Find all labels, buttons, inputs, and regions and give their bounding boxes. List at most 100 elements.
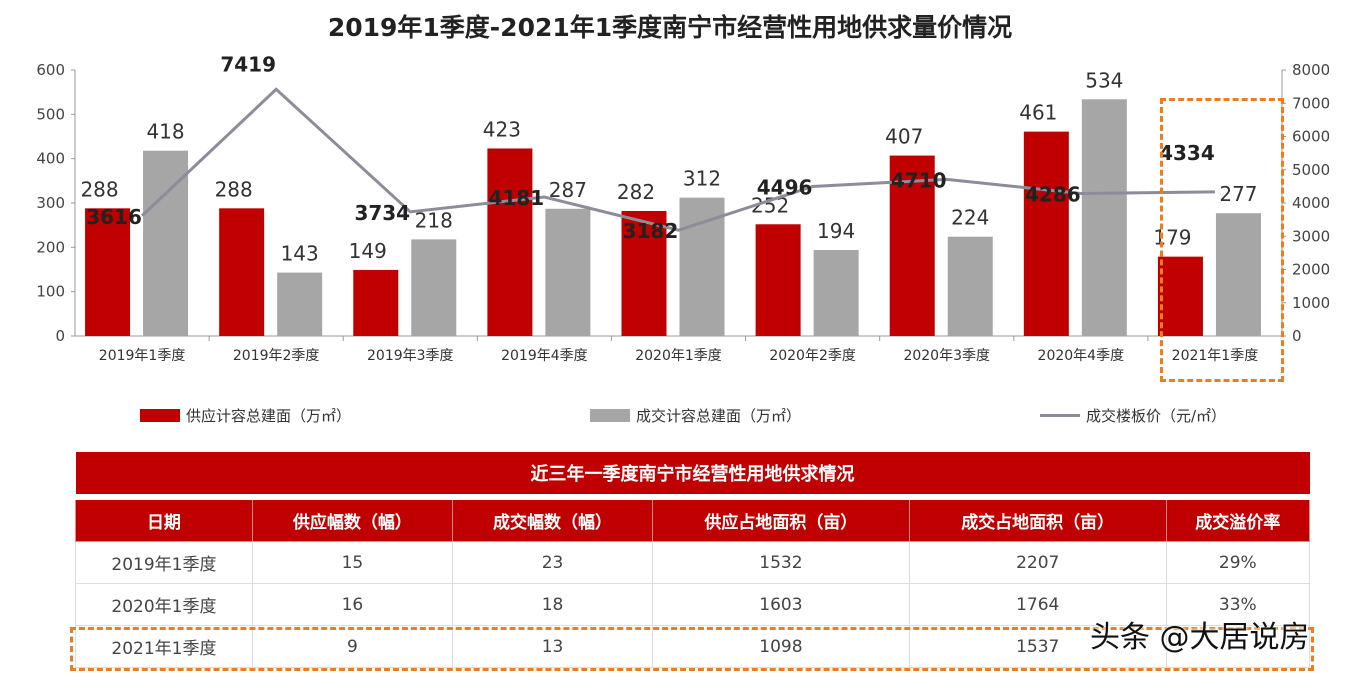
bar-deal xyxy=(1081,99,1127,336)
bar-deal xyxy=(545,208,591,336)
legend-item-price: 成交楼板价（元/㎡） xyxy=(1040,405,1226,426)
bar-data-label: 224 xyxy=(951,206,989,230)
cell: 2019年1季度 xyxy=(75,541,253,584)
cell: 1764 xyxy=(908,583,1167,626)
cell: 18 xyxy=(451,583,654,626)
x-tick-label: 2019年3季度 xyxy=(367,348,454,364)
y-left-tick-label: 100 xyxy=(36,283,65,301)
cell: 2021年1季度 xyxy=(75,625,253,668)
bar-data-label: 277 xyxy=(1219,182,1257,206)
col-header: 日期 xyxy=(75,496,253,542)
bar-deal xyxy=(1215,213,1261,336)
watermark: 头条 @大居说房 xyxy=(1090,620,1310,655)
y-left-tick-label: 200 xyxy=(36,238,65,256)
y-right-tick-label: 4000 xyxy=(1292,194,1330,212)
bar-data-label: 423 xyxy=(483,117,521,141)
bar-supply xyxy=(755,224,801,336)
y-right-tick-label: 6000 xyxy=(1292,128,1330,146)
bar-data-label: 312 xyxy=(683,167,721,191)
bar-supply xyxy=(85,208,131,336)
line-data-label: 7419 xyxy=(220,52,276,76)
bar-supply xyxy=(1157,256,1203,336)
cell: 29% xyxy=(1165,541,1311,584)
bar-data-label: 143 xyxy=(281,242,319,266)
x-tick-label: 2019年2季度 xyxy=(233,348,320,364)
bar-supply xyxy=(621,210,667,336)
highlight-box-table xyxy=(70,627,1314,671)
col-header: 成交溢价率 xyxy=(1165,496,1311,542)
bar-deal xyxy=(813,249,859,336)
legend-swatch-price xyxy=(1040,414,1080,417)
col-header: 供应占地面积（亩） xyxy=(652,496,910,542)
table-header-row: 日期 供应幅数（幅） 成交幅数（幅） 供应占地面积（亩） 成交占地面积（亩） 成… xyxy=(75,496,1311,542)
combo-chart: 0100200300400500600010002000300040005000… xyxy=(36,52,1330,364)
bar-deal xyxy=(411,239,457,336)
y-right-tick-label: 2000 xyxy=(1292,261,1330,279)
cell: 2207 xyxy=(908,541,1167,584)
cell xyxy=(1165,625,1311,668)
y-right-tick-label: 7000 xyxy=(1292,94,1330,112)
x-tick-label: 2019年1季度 xyxy=(99,348,186,364)
line-data-label: 4496 xyxy=(757,176,813,200)
col-header: 成交占地面积（亩） xyxy=(908,496,1167,542)
y-right-tick-label: 0 xyxy=(1292,327,1302,345)
col-header: 成交幅数（幅） xyxy=(451,496,654,542)
legend-item-supply: 供应计容总建面（万㎡） xyxy=(140,405,351,426)
bar-supply xyxy=(487,148,533,336)
bar-deal xyxy=(143,150,189,336)
line-data-label: 4286 xyxy=(1025,182,1081,206)
line-data-label: 3616 xyxy=(86,205,142,229)
legend-label: 成交计容总建面（万㎡） xyxy=(636,407,802,425)
cell: 15 xyxy=(251,541,453,584)
cell: 23 xyxy=(451,541,654,584)
legend-swatch-supply xyxy=(140,409,180,422)
cell: 1603 xyxy=(652,583,910,626)
x-tick-label: 2019年4季度 xyxy=(501,348,588,364)
y-left-tick-label: 500 xyxy=(36,105,65,123)
y-right-tick-label: 8000 xyxy=(1292,61,1330,79)
table-row: 2020年1季度 16 18 1603 1764 33% xyxy=(75,583,1311,626)
bar-data-label: 288 xyxy=(215,177,253,201)
table-caption: 近三年一季度南宁市经营性用地供求情况 xyxy=(75,452,1310,500)
y-right-tick-label: 3000 xyxy=(1292,227,1330,245)
bar-data-label: 288 xyxy=(80,177,118,201)
bar-supply xyxy=(889,155,935,336)
cell: 16 xyxy=(251,583,453,626)
bar-data-label: 194 xyxy=(817,219,855,243)
line-data-label: 3182 xyxy=(623,219,679,243)
chart-title: 2019年1季度-2021年1季度南宁市经营性用地供求量价情况 xyxy=(327,13,1013,42)
x-tick-label: 2020年2季度 xyxy=(769,348,856,364)
bar-data-label: 407 xyxy=(885,125,923,149)
x-tick-label: 2020年1季度 xyxy=(635,348,722,364)
line-data-label: 3734 xyxy=(354,201,410,225)
y-right-tick-label: 1000 xyxy=(1292,294,1330,312)
legend-item-deal: 成交计容总建面（万㎡） xyxy=(590,405,801,426)
y-left-tick-label: 0 xyxy=(55,327,65,345)
col-header: 供应幅数（幅） xyxy=(251,496,453,542)
bar-data-label: 461 xyxy=(1019,101,1057,125)
table-row: 2019年1季度 15 23 1532 2207 29% xyxy=(75,541,1311,584)
bar-supply xyxy=(1023,131,1069,336)
legend-swatch-deal xyxy=(590,409,630,422)
bar-deal xyxy=(679,197,725,336)
x-tick-label: 2020年4季度 xyxy=(1038,348,1125,364)
bar-data-label: 218 xyxy=(415,208,453,232)
bar-supply xyxy=(353,269,399,336)
bar-data-label: 149 xyxy=(349,239,387,263)
cell: 13 xyxy=(451,625,654,668)
supply-table: 近三年一季度南宁市经营性用地供求情况 日期 供应幅数（幅） 成交幅数（幅） 供应… xyxy=(75,452,1311,668)
cell: 1532 xyxy=(652,541,910,584)
table-row: 2021年1季度 9 13 1098 1537 xyxy=(75,625,1311,668)
bar-deal xyxy=(947,236,993,336)
line-data-label: 4710 xyxy=(891,168,947,192)
bar-deal xyxy=(277,272,323,336)
bar-data-label: 534 xyxy=(1085,68,1123,92)
legend-label: 供应计容总建面（万㎡） xyxy=(186,407,352,425)
legend-label: 成交楼板价（元/㎡） xyxy=(1086,407,1227,425)
line-data-label: 4181 xyxy=(489,186,545,210)
cell: 9 xyxy=(251,625,453,668)
highlight-box-chart xyxy=(1160,98,1284,382)
y-left-tick-label: 300 xyxy=(36,194,65,212)
bar-data-label: 287 xyxy=(549,178,587,202)
